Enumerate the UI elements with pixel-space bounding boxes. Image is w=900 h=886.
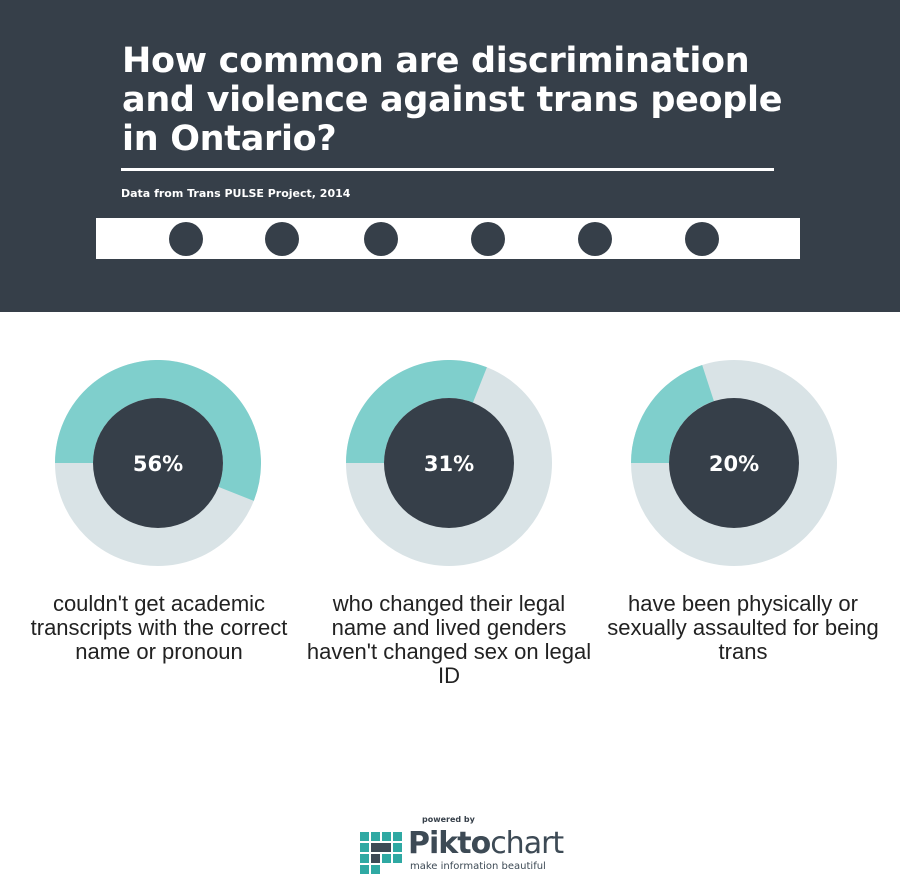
strip-dot — [169, 222, 203, 256]
donut-center — [669, 398, 799, 528]
donut-center — [384, 398, 514, 528]
stat-caption-3: have been physically or sexually assault… — [607, 591, 879, 664]
piktochart-logo-icon — [360, 832, 402, 874]
piktochart-badge[interactable]: powered by Piktochart make information b… — [360, 815, 564, 877]
strip-dot — [265, 222, 299, 256]
page-title: How common are discrimination and violen… — [122, 41, 783, 159]
donut-value-label: 20% — [709, 452, 759, 476]
piktochart-tagline: make information beautiful — [410, 861, 546, 872]
decorative-strip — [96, 218, 800, 259]
strip-dot — [471, 222, 505, 256]
donut-arc-1 — [55, 360, 261, 501]
donut-value-label: 56% — [133, 452, 183, 476]
stat-caption-2: who changed their legal name and lived g… — [306, 591, 592, 688]
donut-value-label: 31% — [424, 452, 474, 476]
stat-caption-1: couldn't get academic transcripts with t… — [30, 591, 288, 664]
data-source-subtitle: Data from Trans PULSE Project, 2014 — [121, 187, 351, 200]
donut-arc-3 — [631, 365, 715, 464]
strip-dot — [685, 222, 719, 256]
header-banner: How common are discrimination and violen… — [0, 0, 900, 312]
strip-dot — [578, 222, 612, 256]
strip-dot — [364, 222, 398, 256]
donut-chart-1: 56% — [55, 360, 261, 566]
donut-center — [93, 398, 223, 528]
donut-arc-2 — [346, 360, 487, 464]
donut-chart-2: 31% — [346, 360, 552, 566]
piktochart-wordmark: Piktochart — [408, 826, 564, 861]
title-divider — [121, 168, 774, 171]
donut-chart-3: 20% — [631, 360, 837, 566]
powered-by-label: powered by — [422, 815, 475, 824]
